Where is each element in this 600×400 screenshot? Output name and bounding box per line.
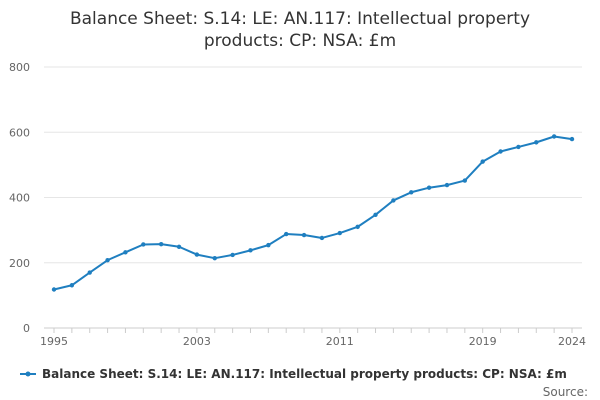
data-point-1995 xyxy=(51,287,57,292)
data-point-2017 xyxy=(444,182,450,188)
x-tick-label-1995: 1995 xyxy=(40,335,68,348)
source-label: Source: xyxy=(543,385,588,399)
data-point-2004 xyxy=(212,255,217,261)
x-tick-label-2024: 2024 xyxy=(558,335,586,348)
chart-title-line-1: Balance Sheet: S.14: LE: AN.117: Intelle… xyxy=(70,9,530,29)
data-point-2011 xyxy=(337,230,342,236)
data-point-2020 xyxy=(498,149,503,154)
y-tick-label-600: 600 xyxy=(9,126,30,139)
legend-marker-swatch xyxy=(25,371,31,377)
data-point-2003 xyxy=(194,252,200,257)
data-point-2015 xyxy=(409,190,414,195)
data-point-2002 xyxy=(176,244,182,249)
data-point-2019 xyxy=(480,159,485,164)
x-axis: 1995 2003 2011 2019 2024 xyxy=(40,327,586,348)
y-tick-label-200: 200 xyxy=(9,257,30,270)
series-group xyxy=(51,134,575,292)
legend: Balance Sheet: S.14: LE: AN.117: Intelle… xyxy=(20,367,567,381)
data-point-2009 xyxy=(301,232,307,238)
x-tick-label-2019: 2019 xyxy=(469,335,497,348)
data-point-2000 xyxy=(141,242,146,247)
series-line-0 xyxy=(53,135,573,291)
data-point-2022 xyxy=(534,140,539,145)
data-point-1996 xyxy=(69,283,75,288)
y-tick-label-800: 800 xyxy=(9,61,30,74)
gridlines xyxy=(44,66,582,264)
data-point-2023 xyxy=(551,134,557,139)
x-tick-label-2011: 2011 xyxy=(326,335,354,348)
chart-title-line-2: products: CP: NSA: £m xyxy=(204,31,396,51)
data-point-2013 xyxy=(373,212,378,217)
y-tick-label-400: 400 xyxy=(9,192,30,205)
y-axis: 0 200 400 600 800 xyxy=(9,61,30,335)
data-point-2007 xyxy=(266,242,271,248)
data-point-2016 xyxy=(426,185,432,190)
data-point-2005 xyxy=(230,252,235,258)
data-point-2018 xyxy=(462,178,468,183)
data-point-2021 xyxy=(516,144,521,150)
data-point-1997 xyxy=(87,270,92,275)
data-point-2012 xyxy=(355,224,360,230)
data-point-1999 xyxy=(123,250,128,255)
legend-label: Balance Sheet: S.14: LE: AN.117: Intelle… xyxy=(42,367,567,381)
data-point-1998 xyxy=(105,257,110,263)
data-point-2014 xyxy=(391,198,396,203)
data-point-2008 xyxy=(284,231,289,237)
data-point-2010 xyxy=(319,235,325,241)
data-point-2024 xyxy=(569,136,575,142)
y-tick-label-0: 0 xyxy=(23,322,30,335)
x-tick-label-2003: 2003 xyxy=(183,335,211,348)
data-point-2001 xyxy=(158,241,164,247)
data-point-2006 xyxy=(248,248,253,253)
